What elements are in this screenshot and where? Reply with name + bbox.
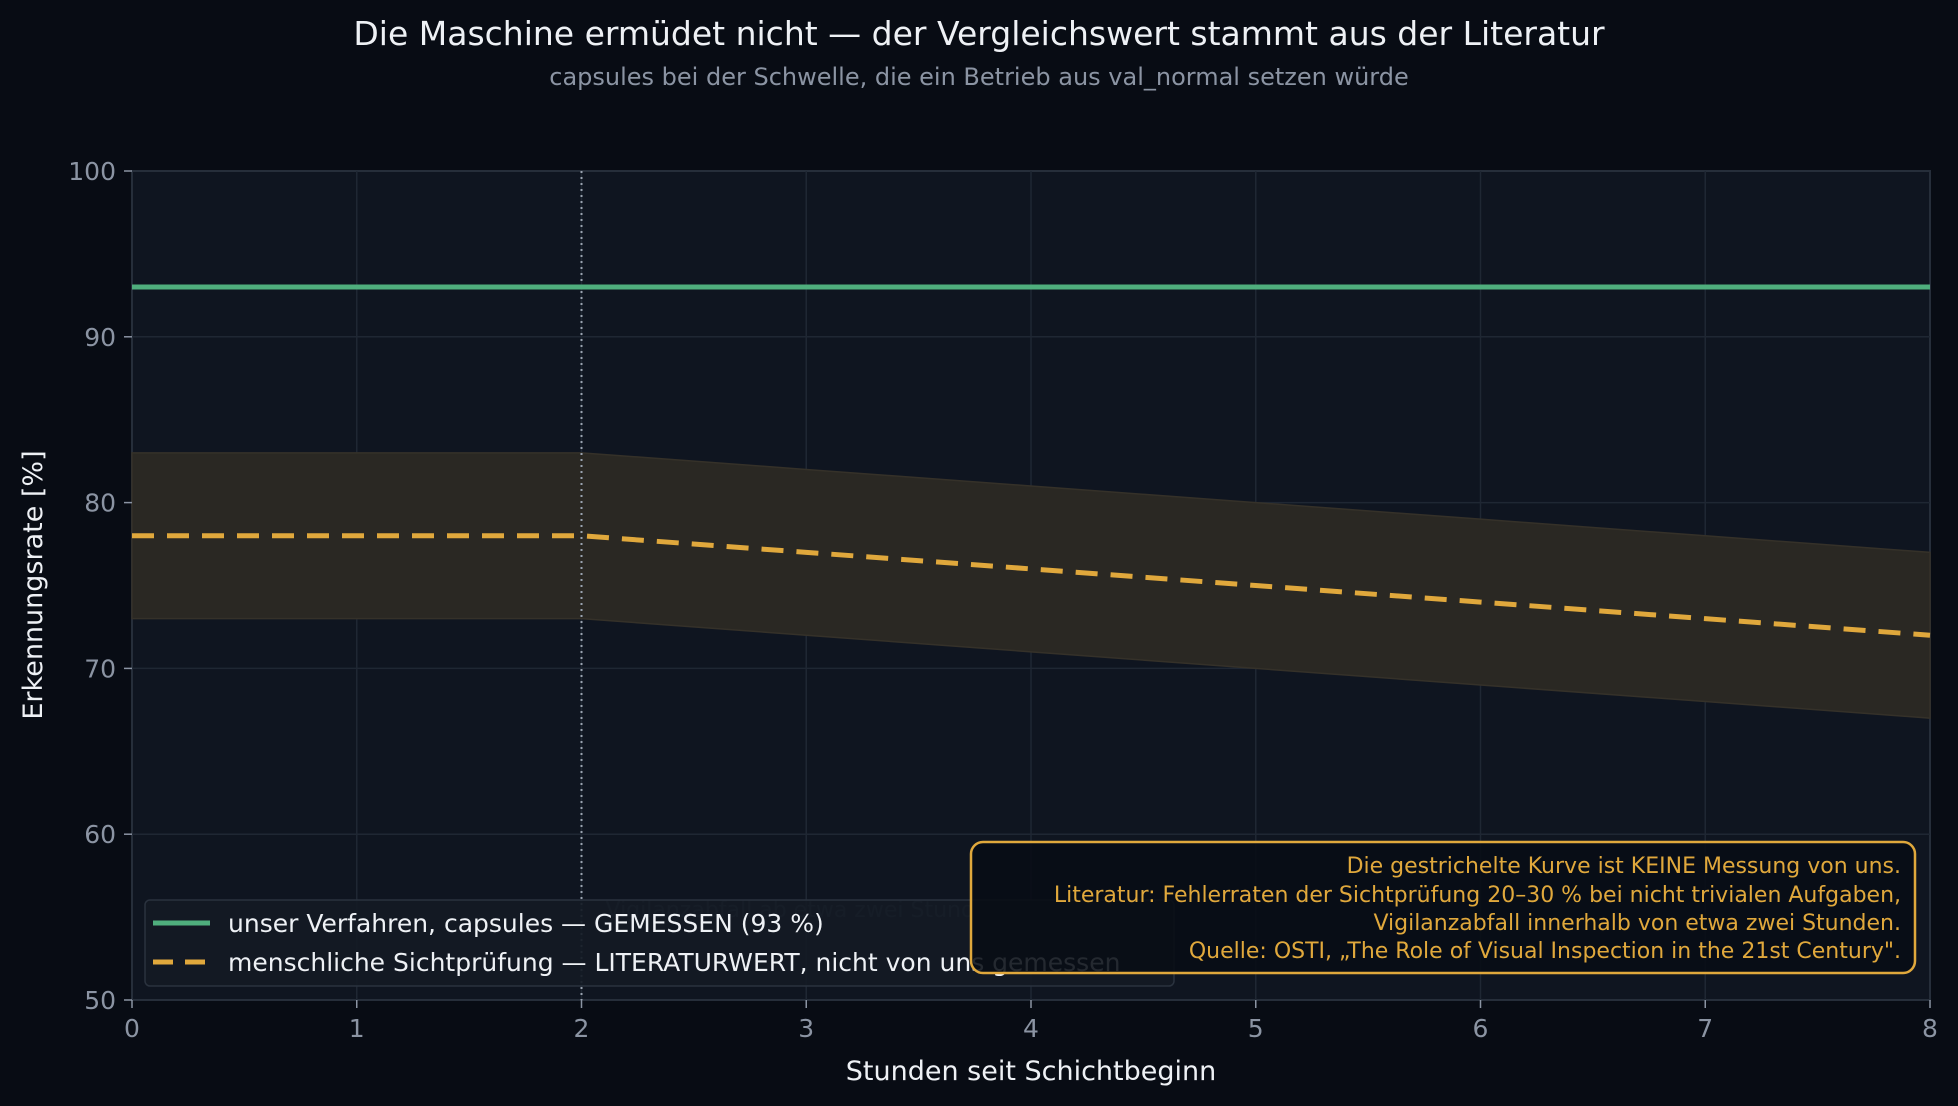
y-tick-label-1: 60 [84,820,116,849]
y-tick-label-4: 90 [84,323,116,352]
y-ticks: 50 60 70 80 90 100 [68,157,132,1015]
chart-subtitle: capsules bei der Schwelle, die ein Betri… [549,63,1409,91]
x-tick-label-2: 2 [574,1014,590,1043]
y-tick-label-0: 50 [84,986,116,1015]
note-box: Die gestrichelte Kurve ist KEINE Messung… [969,840,1917,975]
legend-label-measured: unser Verfahren, capsules — GEMESSEN (93… [228,909,824,938]
note-line-1: Die gestrichelte Kurve ist KEINE Messung… [1347,854,1901,879]
x-tick-label-5: 5 [1248,1014,1264,1043]
y-axis-label: Erkennungsrate [%] [18,450,49,719]
x-ticks: 0 1 2 3 4 5 6 7 8 [124,1000,1938,1043]
x-tick-label-8: 8 [1922,1014,1938,1043]
y-tick-label-5: 100 [68,157,116,186]
x-tick-label-3: 3 [798,1014,814,1043]
x-tick-label-6: 6 [1473,1014,1489,1043]
chart-title: Die Maschine ermüdet nicht — der Verglei… [353,14,1605,53]
note-line-2: Literatur: Fehlerraten der Sichtprüfung … [1054,883,1901,908]
note-frame [969,840,1917,975]
x-axis-label: Stunden seit Schichtbeginn [846,1056,1217,1087]
note-line-4: Quelle: OSTI, „The Role of Visual Inspec… [1189,939,1901,964]
x-tick-label-1: 1 [349,1014,365,1043]
note-line-3: Vigilanzabfall innerhalb von etwa zwei S… [1373,911,1901,936]
x-tick-label-0: 0 [124,1014,140,1043]
y-tick-label-2: 70 [84,654,116,683]
series-group [132,284,1931,638]
x-tick-label-4: 4 [1023,1014,1039,1043]
x-tick-label-7: 7 [1697,1014,1713,1043]
y-tick-label-3: 80 [84,489,116,518]
